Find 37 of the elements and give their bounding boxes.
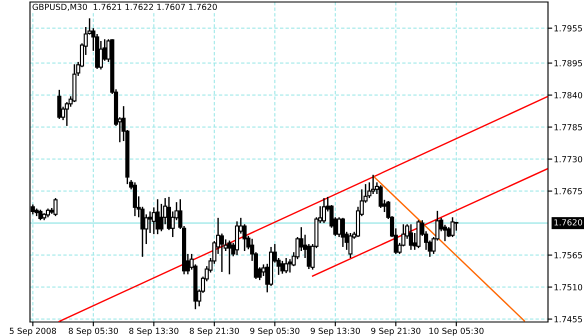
candlestick (348, 232, 353, 259)
y-tick-label: 1.7730 (554, 156, 582, 162)
y-tick-label: 1.7510 (554, 284, 582, 290)
candlestick (220, 232, 224, 273)
candlestick (337, 216, 342, 238)
candlestick (38, 209, 42, 221)
y-tick-label: 1.7895 (554, 60, 582, 66)
y-tick-label: 1.7840 (554, 92, 582, 98)
candlestick (132, 182, 137, 217)
x-tick-label: 9 Sep 13:30 (310, 328, 360, 336)
candlestick (288, 258, 292, 274)
x-tick-label: 8 Sep 05:30 (68, 328, 118, 336)
candlestick (450, 216, 455, 238)
x-tick-label: 5 Sep 2008 (10, 328, 56, 336)
candlestick (322, 197, 326, 224)
x-tick-label: 9 Sep 05:30 (250, 328, 300, 336)
chart-title: GBPUSD,M30 1.7621 1.7622 1.7607 1.7620 (32, 4, 217, 11)
x-tick-label: 8 Sep 21:30 (190, 328, 239, 336)
x-tick-label: 9 Sep 21:30 (371, 328, 420, 336)
y-tick-label: 1.7455 (554, 316, 582, 322)
y-tick-label: 1.7675 (554, 188, 582, 194)
y-tick-label: 1.7785 (554, 124, 582, 130)
candlestick (53, 197, 58, 217)
candlestick (340, 217, 345, 248)
candlestick (57, 89, 62, 120)
x-tick-label: 10 Sep 05:30 (429, 328, 484, 336)
y-tick-label: 1.7955 (554, 25, 582, 32)
candlestick (378, 184, 383, 209)
y-tick-label: 1.7565 (554, 252, 582, 258)
candlestick (234, 220, 240, 256)
candlestick (156, 198, 160, 235)
x-tick-label: 8 Sep 13:30 (129, 328, 178, 336)
candlestick (284, 257, 288, 274)
candlestick (408, 224, 414, 251)
candlestick (371, 174, 376, 195)
candlestick (98, 40, 103, 70)
ref-line-label: 1.7620 (554, 219, 582, 226)
